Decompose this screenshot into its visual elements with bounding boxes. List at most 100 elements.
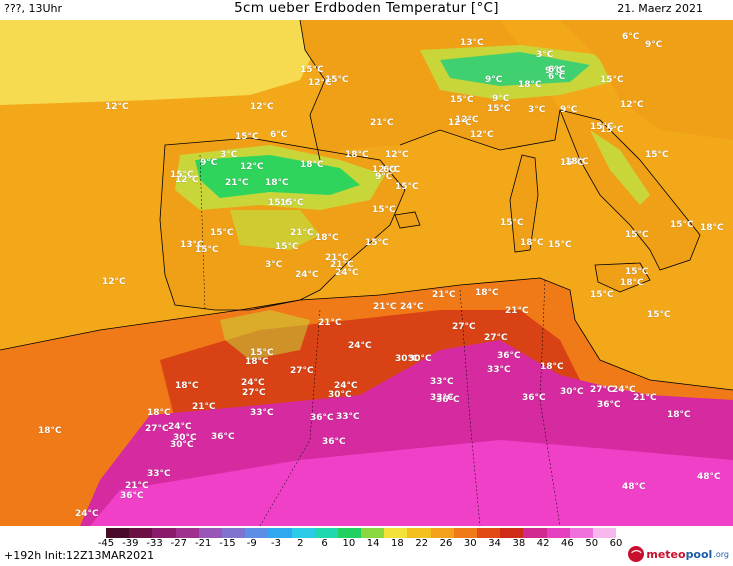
temperature-label: 21°C <box>325 253 349 263</box>
temperature-label: 27°C <box>484 333 508 343</box>
temperature-label: 24°C <box>612 385 636 395</box>
temperature-label: 15°C <box>670 220 694 230</box>
temperature-label: 15°C <box>268 198 292 208</box>
colorbar-segment <box>268 528 292 538</box>
colorbar-segment <box>245 528 269 538</box>
temperature-label: 15°C <box>600 125 624 135</box>
temperature-label: 27°C <box>242 388 266 398</box>
coastlines <box>0 20 733 391</box>
temperature-label: 12°C <box>240 162 264 172</box>
temperature-label: 18°C <box>540 362 564 372</box>
temperature-label: 18°C <box>175 381 199 391</box>
colorbar-segment <box>546 528 570 538</box>
temperature-label: 21°C <box>125 481 149 491</box>
temperature-label: 12°C <box>470 130 494 140</box>
temperature-label: 15°C <box>600 75 624 85</box>
temperature-label: 15°C <box>280 198 304 208</box>
temperature-label: 12°C <box>620 100 644 110</box>
meseta-cool-area <box>230 210 320 250</box>
temperature-label: 12°C <box>448 118 472 128</box>
north-atlantic-area <box>0 20 320 105</box>
colorbar-segment <box>152 528 176 538</box>
temperature-label: 15°C <box>195 245 219 255</box>
alps-cold-area <box>440 52 590 86</box>
temperature-label: 21°C <box>370 118 394 128</box>
colorbar-tick-label: 26 <box>439 538 453 549</box>
colorbar <box>106 528 617 538</box>
colorbar-tick-label: 14 <box>366 538 380 549</box>
map-canvas <box>0 20 733 526</box>
colorbar-segment <box>106 528 130 538</box>
colorbar-segment <box>569 528 593 538</box>
colorbar-tick-label: 6 <box>321 538 328 549</box>
temperature-label: 15°C <box>395 182 419 192</box>
colorbar-segment <box>361 528 385 538</box>
temperature-label: 15°C <box>325 75 349 85</box>
colorbar-tick-label: 34 <box>488 538 501 549</box>
colorbar-segment <box>384 528 408 538</box>
temperature-label: 30°C <box>560 387 584 397</box>
colorbar-segment <box>175 528 199 538</box>
temperature-label: 30°C <box>328 390 352 400</box>
temperature-label: 21°C <box>432 290 456 300</box>
colorbar-tick-label: -27 <box>170 538 188 549</box>
temperature-label: 15°C <box>235 132 259 142</box>
iberia-cold-area <box>195 155 360 198</box>
temperature-label: 3°C <box>536 50 554 60</box>
temperature-label: 30°C <box>408 354 432 364</box>
temperature-label: 18°C <box>345 150 369 160</box>
temperature-label: 3°C <box>220 150 238 160</box>
temperature-label: 30°C <box>173 433 197 443</box>
temperature-label: 21°C <box>290 228 314 238</box>
temperature-label: 33°C <box>147 469 171 479</box>
temperature-label: 3°C <box>265 260 283 270</box>
colorbar-segment <box>314 528 338 538</box>
temperature-label: 15°C <box>647 310 671 320</box>
colorbar-tick-label: -45 <box>97 538 115 549</box>
run-info: +192h Init:12Z13MAR2021 <box>4 549 155 562</box>
temperature-label: 15°C <box>372 205 396 215</box>
temperature-label: 15°C <box>450 95 474 105</box>
map-footer: -45 -39 -33 -27 -21 -15 -9 -3 2 6 10 14 18 22 26 30 34 38… <box>0 526 733 566</box>
temperature-label: 18°C <box>245 357 269 367</box>
temperature-label: 15°C <box>645 150 669 160</box>
temperature-label: 13°C <box>460 38 484 48</box>
colorbar-tick-label: -21 <box>194 538 212 549</box>
temperature-label: 21°C <box>192 402 216 412</box>
temperature-label: 27°C <box>290 366 314 376</box>
temperature-label: 6°C <box>548 65 566 75</box>
temperature-label: 36°C <box>211 432 235 442</box>
temperature-label: 24°C <box>348 341 372 351</box>
temperature-label: 15°C <box>625 230 649 240</box>
temperature-label: 33°C <box>430 393 454 403</box>
sardinia-land <box>510 155 538 252</box>
temperature-label: 33°C <box>430 377 454 387</box>
temperature-label: 33°C <box>336 412 360 422</box>
temperature-label: 27°C <box>145 424 169 434</box>
temperature-label: 15°C <box>548 240 572 250</box>
temperature-label: 48°C <box>622 482 646 492</box>
balearic-land <box>395 212 420 228</box>
temperature-label: 9°C <box>560 105 578 115</box>
colorbar-segment <box>129 528 153 538</box>
colorbar-segment <box>407 528 431 538</box>
forecast-date: 21. Maerz 2021 <box>617 2 703 15</box>
colorbar-segment <box>592 528 617 538</box>
temperature-label: 27°C <box>452 322 476 332</box>
central-europe-land <box>560 20 733 140</box>
temperature-label: 33°C <box>487 365 511 375</box>
temperature-label: 15°C <box>170 170 194 180</box>
meteopool-logo[interactable]: ⌒ meteo pool .org <box>628 545 729 563</box>
temperature-label: 21°C <box>633 393 657 403</box>
colorbar-segment <box>221 528 246 538</box>
colorbar-tick-label: 10 <box>342 538 356 549</box>
colorbar-tick-label: 2 <box>297 538 304 549</box>
temperature-label: 36°C <box>322 437 346 447</box>
temperature-label: 12°C <box>372 165 396 175</box>
colorbar-tick-label: -39 <box>122 538 139 549</box>
temperature-label: 6°C <box>270 130 288 140</box>
temperature-label: 9°C <box>200 158 218 168</box>
rif-cool-area <box>220 310 310 360</box>
temperature-label: 15°C <box>625 267 649 277</box>
temperature-label: 24°C <box>400 302 424 312</box>
